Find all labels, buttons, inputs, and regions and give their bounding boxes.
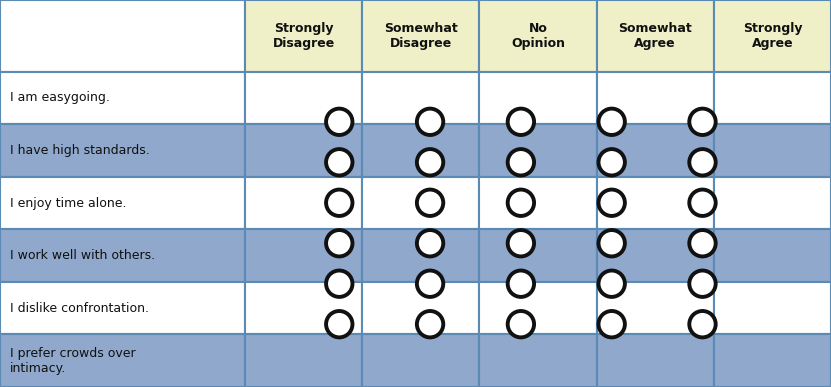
Bar xyxy=(0,282,245,334)
Bar xyxy=(597,334,714,387)
Bar xyxy=(245,72,362,124)
Bar xyxy=(479,177,597,229)
Bar xyxy=(597,0,714,72)
Bar xyxy=(479,124,597,177)
Bar xyxy=(362,282,479,334)
Bar xyxy=(597,229,714,282)
Text: I enjoy time alone.: I enjoy time alone. xyxy=(10,197,126,209)
Bar xyxy=(362,177,479,229)
Bar xyxy=(714,282,831,334)
Bar xyxy=(245,0,362,72)
Bar xyxy=(0,124,245,177)
Text: I have high standards.: I have high standards. xyxy=(10,144,150,157)
Text: Somewhat
Disagree: Somewhat Disagree xyxy=(384,22,458,50)
Bar xyxy=(362,0,479,72)
Text: I work well with others.: I work well with others. xyxy=(10,249,155,262)
Bar xyxy=(597,72,714,124)
Bar xyxy=(0,334,245,387)
Bar xyxy=(245,282,362,334)
Text: I prefer crowds over
intimacy.: I prefer crowds over intimacy. xyxy=(10,347,135,375)
Bar xyxy=(362,334,479,387)
Bar xyxy=(245,334,362,387)
Text: Strongly
Disagree: Strongly Disagree xyxy=(273,22,335,50)
Text: Strongly
Agree: Strongly Agree xyxy=(743,22,802,50)
Bar xyxy=(714,334,831,387)
Bar xyxy=(714,0,831,72)
Text: I dislike confrontation.: I dislike confrontation. xyxy=(10,301,149,315)
Bar xyxy=(362,72,479,124)
Bar xyxy=(362,229,479,282)
Bar xyxy=(479,0,597,72)
Bar xyxy=(245,124,362,177)
Bar xyxy=(714,124,831,177)
Bar xyxy=(0,0,245,72)
Bar xyxy=(597,124,714,177)
Bar xyxy=(362,124,479,177)
Bar xyxy=(479,282,597,334)
Bar xyxy=(714,72,831,124)
Bar xyxy=(597,177,714,229)
Text: Somewhat
Agree: Somewhat Agree xyxy=(618,22,692,50)
Bar xyxy=(714,177,831,229)
Bar xyxy=(479,229,597,282)
Bar xyxy=(597,282,714,334)
Bar xyxy=(245,177,362,229)
Bar xyxy=(714,229,831,282)
Text: No
Opinion: No Opinion xyxy=(511,22,565,50)
Bar xyxy=(479,72,597,124)
Bar xyxy=(245,229,362,282)
Bar xyxy=(0,177,245,229)
Bar xyxy=(0,229,245,282)
Bar xyxy=(479,334,597,387)
Bar xyxy=(0,72,245,124)
Text: I am easygoing.: I am easygoing. xyxy=(10,91,110,104)
